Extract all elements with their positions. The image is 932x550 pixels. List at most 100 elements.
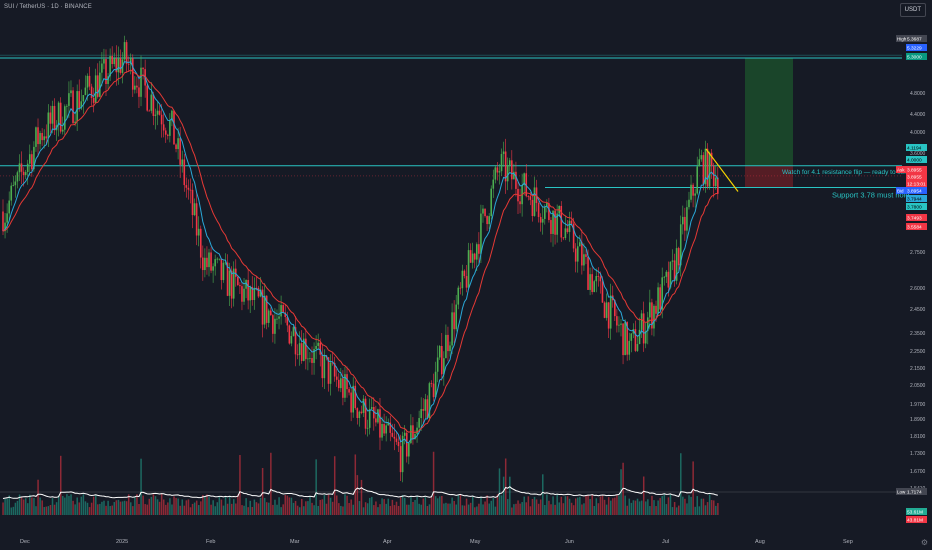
volume-bar	[605, 504, 608, 515]
volume-bar	[591, 494, 593, 515]
candle	[537, 201, 540, 223]
candle-body	[665, 271, 668, 277]
volume-bar	[226, 503, 229, 515]
stop-zone	[745, 165, 793, 188]
candle	[352, 377, 354, 418]
volume-bar	[649, 506, 651, 515]
volume-bar	[610, 500, 612, 515]
candle	[251, 276, 254, 306]
gear-icon[interactable]: ⚙	[920, 538, 929, 547]
candle-body	[589, 274, 591, 290]
volume-bar	[86, 502, 89, 515]
volume-bar	[476, 506, 478, 515]
volume-bar	[694, 506, 696, 515]
volume-bar	[239, 455, 241, 515]
candle-body	[183, 159, 186, 186]
volume-bar	[245, 498, 247, 515]
candle	[694, 188, 696, 208]
price-label-value: 3.8955	[907, 175, 922, 181]
volume-bar	[560, 496, 563, 515]
volume-bar	[340, 505, 342, 515]
candle-body	[511, 160, 513, 180]
candle-body	[261, 289, 264, 325]
candle-body	[698, 159, 701, 167]
volume-bar	[671, 507, 674, 515]
volume-bar	[20, 497, 23, 515]
candle	[440, 333, 443, 381]
candle	[424, 393, 427, 420]
volume-bar	[566, 496, 569, 515]
candle	[317, 333, 319, 350]
candle	[511, 150, 513, 190]
volume-bar	[247, 507, 249, 515]
price-label-bg	[906, 173, 927, 180]
volume-bar	[521, 502, 523, 515]
candle	[276, 309, 278, 325]
volume-bar	[348, 503, 350, 515]
currency-button[interactable]: USDT	[899, 3, 926, 17]
candle	[616, 309, 618, 333]
candle	[199, 225, 202, 269]
volume-bar	[313, 505, 315, 515]
volume-bar	[579, 496, 581, 515]
candle	[377, 408, 379, 424]
candle	[290, 331, 293, 347]
volume-bar	[665, 504, 668, 515]
volume-bar	[443, 503, 445, 515]
candle-body	[158, 110, 161, 115]
volume-bar	[527, 496, 530, 515]
price-label-bg	[906, 180, 927, 187]
candle	[508, 157, 511, 172]
candle	[296, 344, 299, 360]
volume-bar	[39, 497, 41, 515]
candle	[700, 149, 703, 162]
candle	[576, 237, 579, 273]
candle-body	[657, 287, 659, 314]
candle-body	[154, 114, 157, 116]
candle	[447, 326, 449, 362]
candle-body	[601, 281, 604, 303]
candle-body	[131, 58, 134, 90]
volume-bar	[616, 495, 618, 515]
candle-body	[57, 102, 60, 126]
candle	[451, 303, 453, 354]
candle-body	[405, 432, 408, 457]
price-label: 3.7800	[906, 203, 927, 211]
candle-body	[492, 179, 495, 189]
volume-bar	[59, 455, 62, 515]
candle-body	[148, 110, 151, 112]
volume-bar	[704, 505, 707, 515]
candle-body	[686, 207, 688, 231]
candle	[486, 215, 488, 232]
candle-body	[280, 305, 282, 317]
candle	[335, 366, 338, 387]
volume-bar	[408, 504, 410, 515]
candle-body	[436, 357, 439, 372]
volume-bar	[519, 503, 521, 515]
candle-body	[222, 262, 225, 281]
volume-bar	[494, 506, 497, 515]
candle	[346, 366, 348, 398]
candle-body	[208, 252, 210, 268]
y-tick-label: 1.7300	[910, 451, 926, 457]
volume-bar	[558, 502, 560, 515]
volume-bar	[70, 494, 72, 515]
volume-bar	[445, 502, 447, 515]
candle-body	[416, 427, 418, 435]
candle-body	[541, 218, 544, 223]
candle-body	[618, 324, 620, 326]
candle	[111, 46, 113, 69]
x-tick-label: May	[470, 539, 481, 545]
volume-bar	[346, 495, 348, 515]
volume-bar	[469, 502, 472, 515]
volume-bar	[589, 499, 591, 515]
candle	[41, 128, 43, 146]
candle-body	[496, 167, 499, 173]
candle-body	[622, 323, 624, 356]
candle	[226, 254, 229, 297]
volume-bar	[179, 505, 181, 515]
volume-bar	[84, 501, 87, 515]
candle-body	[595, 275, 598, 282]
y-tick-label: 4.8000	[910, 91, 926, 97]
